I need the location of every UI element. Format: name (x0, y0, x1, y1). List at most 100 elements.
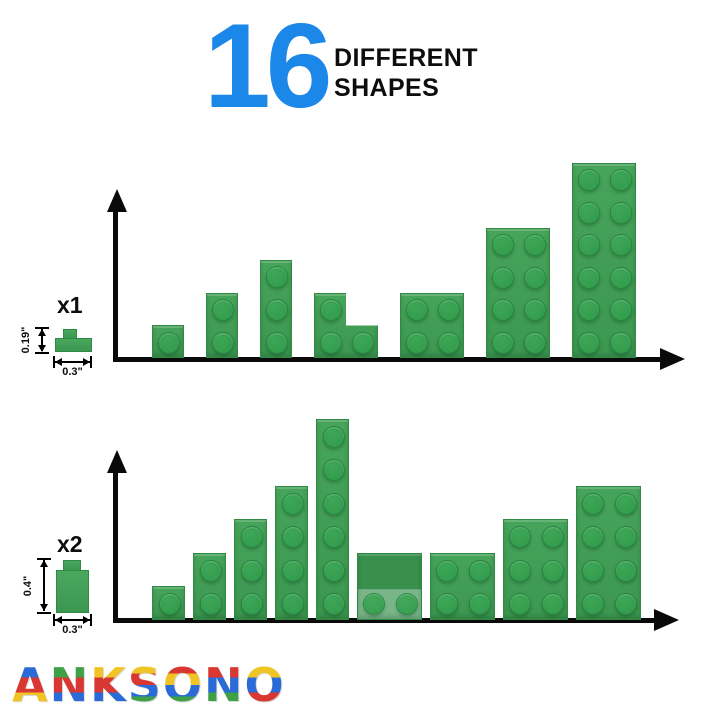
stud-icon (468, 593, 491, 616)
stud-icon (322, 459, 345, 482)
stud-icon (158, 593, 181, 615)
stud-icon (509, 525, 532, 548)
title-text: DIFFERENT SHAPES (334, 43, 478, 103)
brick-1x4 (275, 486, 308, 620)
stud-icon (240, 593, 263, 616)
x2-label: x2 (57, 531, 83, 557)
brand-letter: N (204, 658, 245, 712)
dim-cap (35, 327, 49, 329)
dim-cap (35, 352, 49, 354)
dim-cap (37, 612, 51, 614)
dim-cap (90, 356, 92, 368)
stud-icon (541, 559, 564, 582)
stud-icon (492, 331, 514, 354)
dim-arrow-icon (40, 560, 48, 567)
stud-icon (509, 559, 532, 582)
width-dim-line (54, 619, 90, 621)
y-axis (113, 208, 118, 362)
stud-icon (578, 299, 600, 322)
stud-icon (524, 234, 546, 257)
stud-icon (266, 266, 288, 289)
brick-2x4 (576, 486, 641, 620)
brick-2x3 (503, 519, 568, 620)
dim-arrow-icon (38, 345, 46, 352)
stud-icon (240, 525, 263, 548)
stud-icon (406, 331, 428, 354)
brand-letter: S (127, 658, 163, 712)
stud-icon (468, 559, 491, 582)
stud-icon (281, 593, 304, 616)
stud-icon (322, 526, 345, 549)
stud-icon (492, 266, 514, 289)
x-axis-arrow-icon (654, 609, 679, 631)
brick-1x1 (152, 586, 185, 620)
stud-icon (578, 201, 600, 224)
stud-icon (610, 331, 632, 354)
brand-letter: A (12, 658, 50, 712)
stud-icon (212, 331, 234, 354)
stud-icon (610, 266, 632, 289)
brick-1x3 (260, 260, 292, 358)
stud-icon (610, 299, 632, 322)
stud-icon (578, 266, 600, 289)
brick-2x2 (430, 553, 495, 620)
stud-icon (352, 331, 374, 354)
brand-letter: O (162, 658, 205, 712)
title-line1: DIFFERENT (334, 44, 478, 72)
stud-icon (158, 331, 180, 354)
stud-icon (582, 526, 605, 549)
brick-1x2 (193, 553, 226, 620)
brand-letter: O (244, 658, 286, 712)
title-line2: SHAPES (334, 74, 440, 102)
title-number: 16 (204, 0, 333, 133)
stud-icon (541, 525, 564, 548)
stud-icon (436, 593, 459, 616)
dim-arrow-icon (55, 616, 62, 624)
dim-arrow-icon (83, 616, 90, 624)
stud-icon (610, 201, 632, 224)
dim-cap (37, 558, 51, 560)
stud-icon (266, 331, 288, 354)
stud-icon (614, 593, 637, 616)
dim-arrow-icon (55, 358, 62, 366)
stud-icon (524, 331, 546, 354)
stud-icon (438, 299, 460, 322)
stud-icon (524, 299, 546, 322)
stud-icon (322, 425, 345, 448)
x1-width-value: 0.3" (62, 366, 83, 378)
brick-slope-2x2 (357, 553, 422, 620)
brick-1x6 (316, 419, 349, 620)
stud-icon (320, 331, 342, 354)
stud-icon (578, 331, 600, 354)
stud-icon (395, 593, 418, 616)
slope-surface (358, 554, 421, 590)
dim-arrow-icon (83, 358, 90, 366)
stud-icon (322, 492, 345, 515)
brand-logo: ANKSONO (12, 662, 286, 708)
stud-icon (582, 593, 605, 616)
brick-corner-2x2 (314, 293, 378, 358)
dim-cap (90, 614, 92, 626)
stud-icon (240, 559, 263, 582)
stud-icon (281, 559, 304, 582)
brick-1x2 (206, 293, 238, 358)
dim-arrow-icon (40, 604, 48, 611)
brick-1x3 (234, 519, 267, 620)
x-axis-arrow-icon (660, 348, 685, 370)
stud-icon (578, 169, 600, 192)
stud-icon (363, 593, 386, 616)
stud-icon (320, 299, 342, 322)
dim-arrow-icon (38, 329, 46, 336)
stud-icon (199, 559, 222, 582)
height-dim-line (41, 329, 43, 351)
stud-icon (406, 299, 428, 322)
stud-icon (492, 299, 514, 322)
stud-icon (322, 593, 345, 616)
stud-icon (492, 234, 514, 257)
x2-width-value: 0.3" (62, 624, 83, 636)
brick-2x6 (572, 163, 636, 358)
brick-1x1 (152, 325, 184, 358)
stud-icon (281, 492, 304, 515)
stud-icon (509, 593, 532, 616)
stud-icon (322, 559, 345, 582)
